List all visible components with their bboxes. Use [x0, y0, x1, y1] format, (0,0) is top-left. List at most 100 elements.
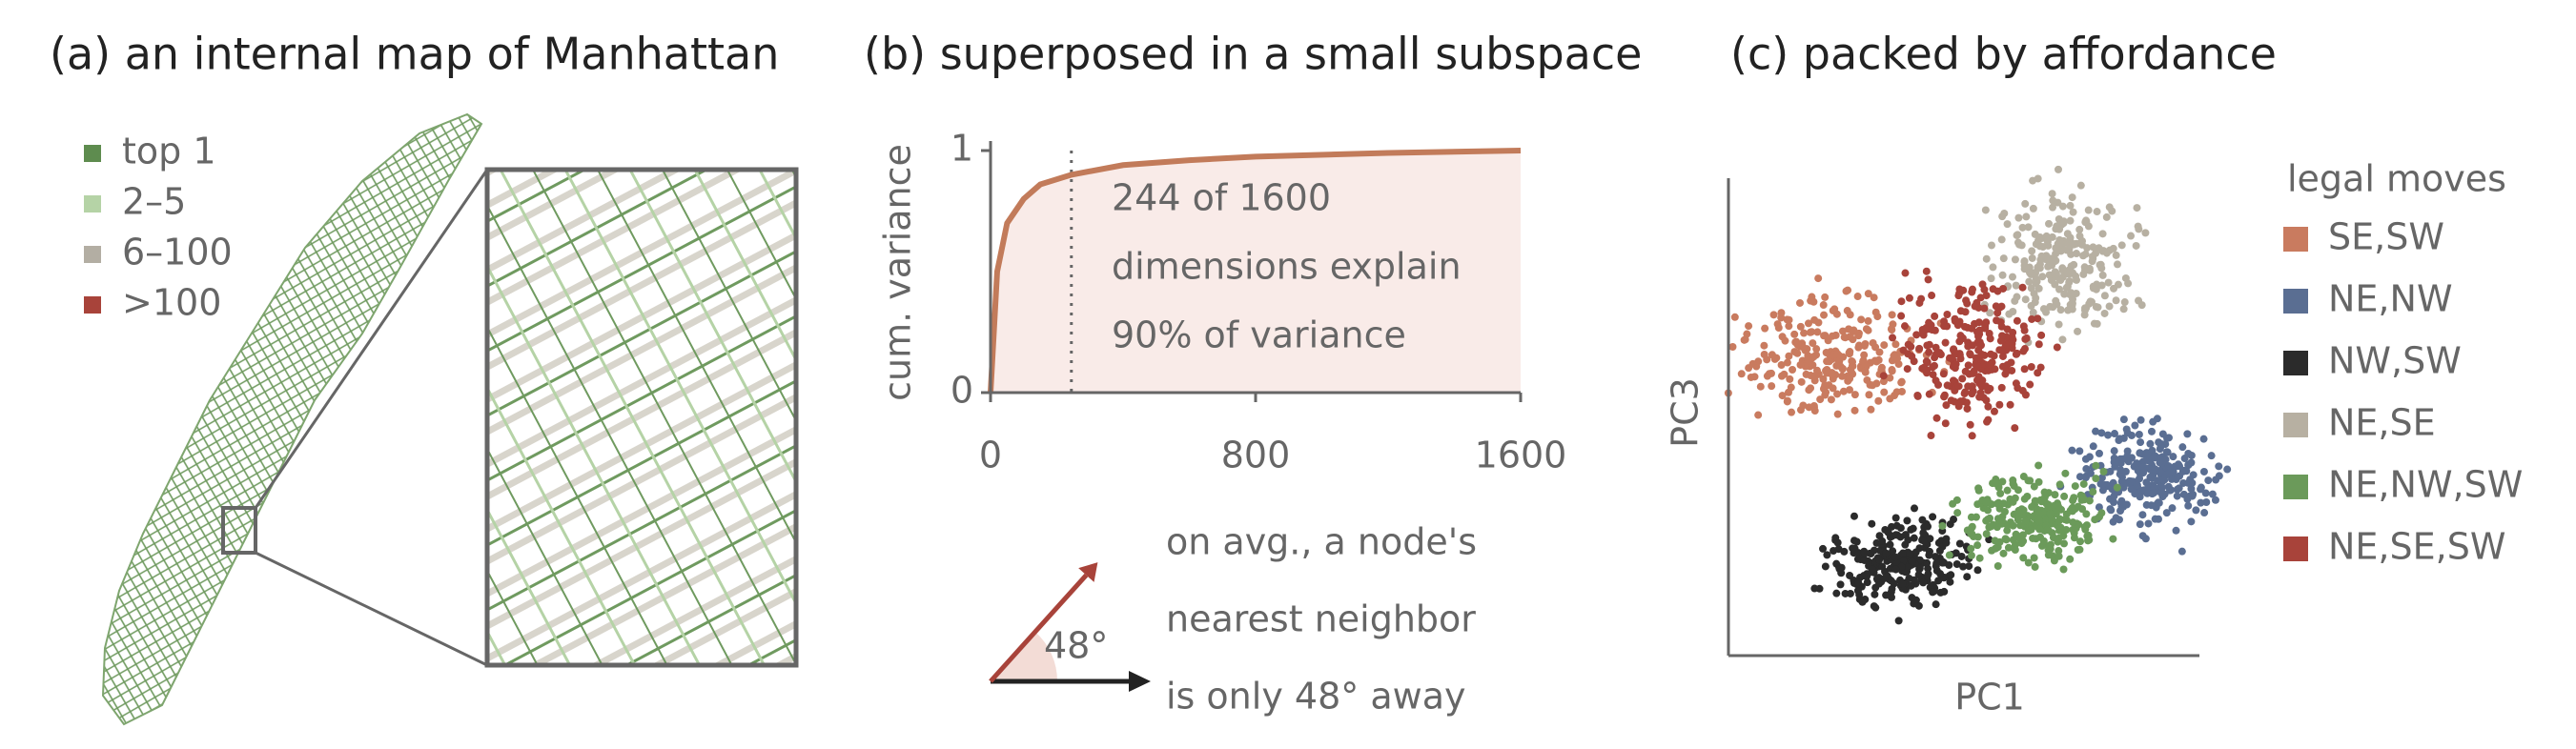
point	[2003, 220, 2012, 229]
point	[1789, 365, 1797, 374]
point	[2073, 275, 2081, 284]
point	[2025, 277, 2034, 286]
point	[1978, 280, 1987, 289]
point	[1850, 536, 1858, 545]
point	[1930, 361, 1938, 370]
point	[2048, 190, 2056, 198]
point	[2008, 273, 2016, 281]
point	[1915, 564, 1924, 573]
point	[1790, 330, 1799, 338]
point	[1943, 310, 1952, 318]
point	[2080, 496, 2089, 504]
point	[1931, 553, 1939, 561]
point	[1850, 406, 1859, 415]
point	[2008, 366, 2016, 374]
point	[1850, 512, 1858, 520]
point	[1875, 348, 1884, 356]
point	[1872, 575, 1881, 583]
point	[1897, 377, 1906, 386]
point	[2011, 255, 2019, 264]
point	[2046, 510, 2055, 518]
point	[1833, 538, 1842, 547]
point	[2120, 298, 2129, 307]
point	[1750, 373, 1759, 381]
point	[2112, 296, 2120, 305]
point	[1905, 294, 1913, 302]
point	[1974, 346, 1983, 354]
point	[1864, 316, 1872, 325]
point	[2184, 501, 2193, 510]
point	[2106, 505, 2115, 514]
point	[1840, 333, 1849, 341]
point	[2204, 476, 2213, 485]
point	[1828, 332, 1836, 340]
point	[2136, 475, 2144, 483]
point	[2135, 296, 2143, 305]
legend-label: NE,SE	[2328, 402, 2436, 444]
point	[2089, 243, 2097, 252]
point	[1832, 361, 1841, 370]
point	[1997, 322, 2006, 331]
point	[1941, 338, 1950, 347]
point	[1848, 356, 1856, 365]
point	[1975, 326, 1984, 334]
point	[1853, 555, 1862, 563]
point	[2183, 430, 2192, 438]
point	[1991, 365, 1999, 374]
point	[1958, 334, 1967, 343]
point	[1982, 530, 1991, 538]
point	[2133, 204, 2141, 213]
point	[1880, 574, 1889, 582]
point	[1924, 522, 1932, 531]
point	[1799, 401, 1808, 410]
point	[1903, 516, 1912, 525]
point	[2022, 213, 2031, 221]
point	[2034, 516, 2043, 525]
point	[2155, 438, 2163, 447]
point	[2071, 482, 2079, 491]
point-cloud	[1938, 461, 2121, 574]
point	[2040, 494, 2049, 502]
annotation: nearest neighbor	[1166, 598, 1476, 640]
point	[2035, 525, 2044, 534]
point	[1781, 336, 1789, 345]
point	[2134, 222, 2142, 231]
point	[1995, 400, 2004, 409]
legend-swatch	[84, 296, 101, 314]
point	[2100, 292, 2109, 300]
point	[1980, 304, 1989, 313]
point	[2066, 233, 2075, 242]
point	[1919, 529, 1928, 537]
annotation: is only 48° away	[1166, 676, 1465, 718]
point	[1877, 363, 1886, 372]
point	[2098, 271, 2107, 279]
point	[2075, 447, 2084, 455]
point-cloud	[1879, 267, 2061, 440]
point	[1832, 589, 1841, 597]
point	[1871, 590, 1879, 598]
point	[1823, 551, 1831, 559]
point	[1923, 572, 1932, 580]
point	[2136, 415, 2145, 424]
point	[2012, 281, 2020, 290]
point	[1936, 570, 1945, 578]
point	[1870, 294, 1878, 302]
y-axis-label: cum. variance	[877, 144, 919, 401]
point	[1963, 299, 1972, 308]
point	[1993, 561, 2002, 570]
point	[2183, 495, 2192, 503]
point	[1783, 315, 1791, 324]
point	[1961, 367, 1970, 375]
point	[2043, 237, 2052, 246]
point	[1999, 254, 2008, 263]
point	[1868, 564, 1876, 573]
legend-swatch	[2283, 536, 2308, 561]
point	[2081, 525, 2090, 534]
point	[1986, 334, 1994, 343]
point	[2132, 241, 2140, 250]
point	[1966, 351, 1974, 359]
point	[1888, 311, 1896, 319]
point	[1869, 381, 1877, 390]
arrow	[989, 573, 1089, 683]
point	[1940, 393, 1949, 401]
